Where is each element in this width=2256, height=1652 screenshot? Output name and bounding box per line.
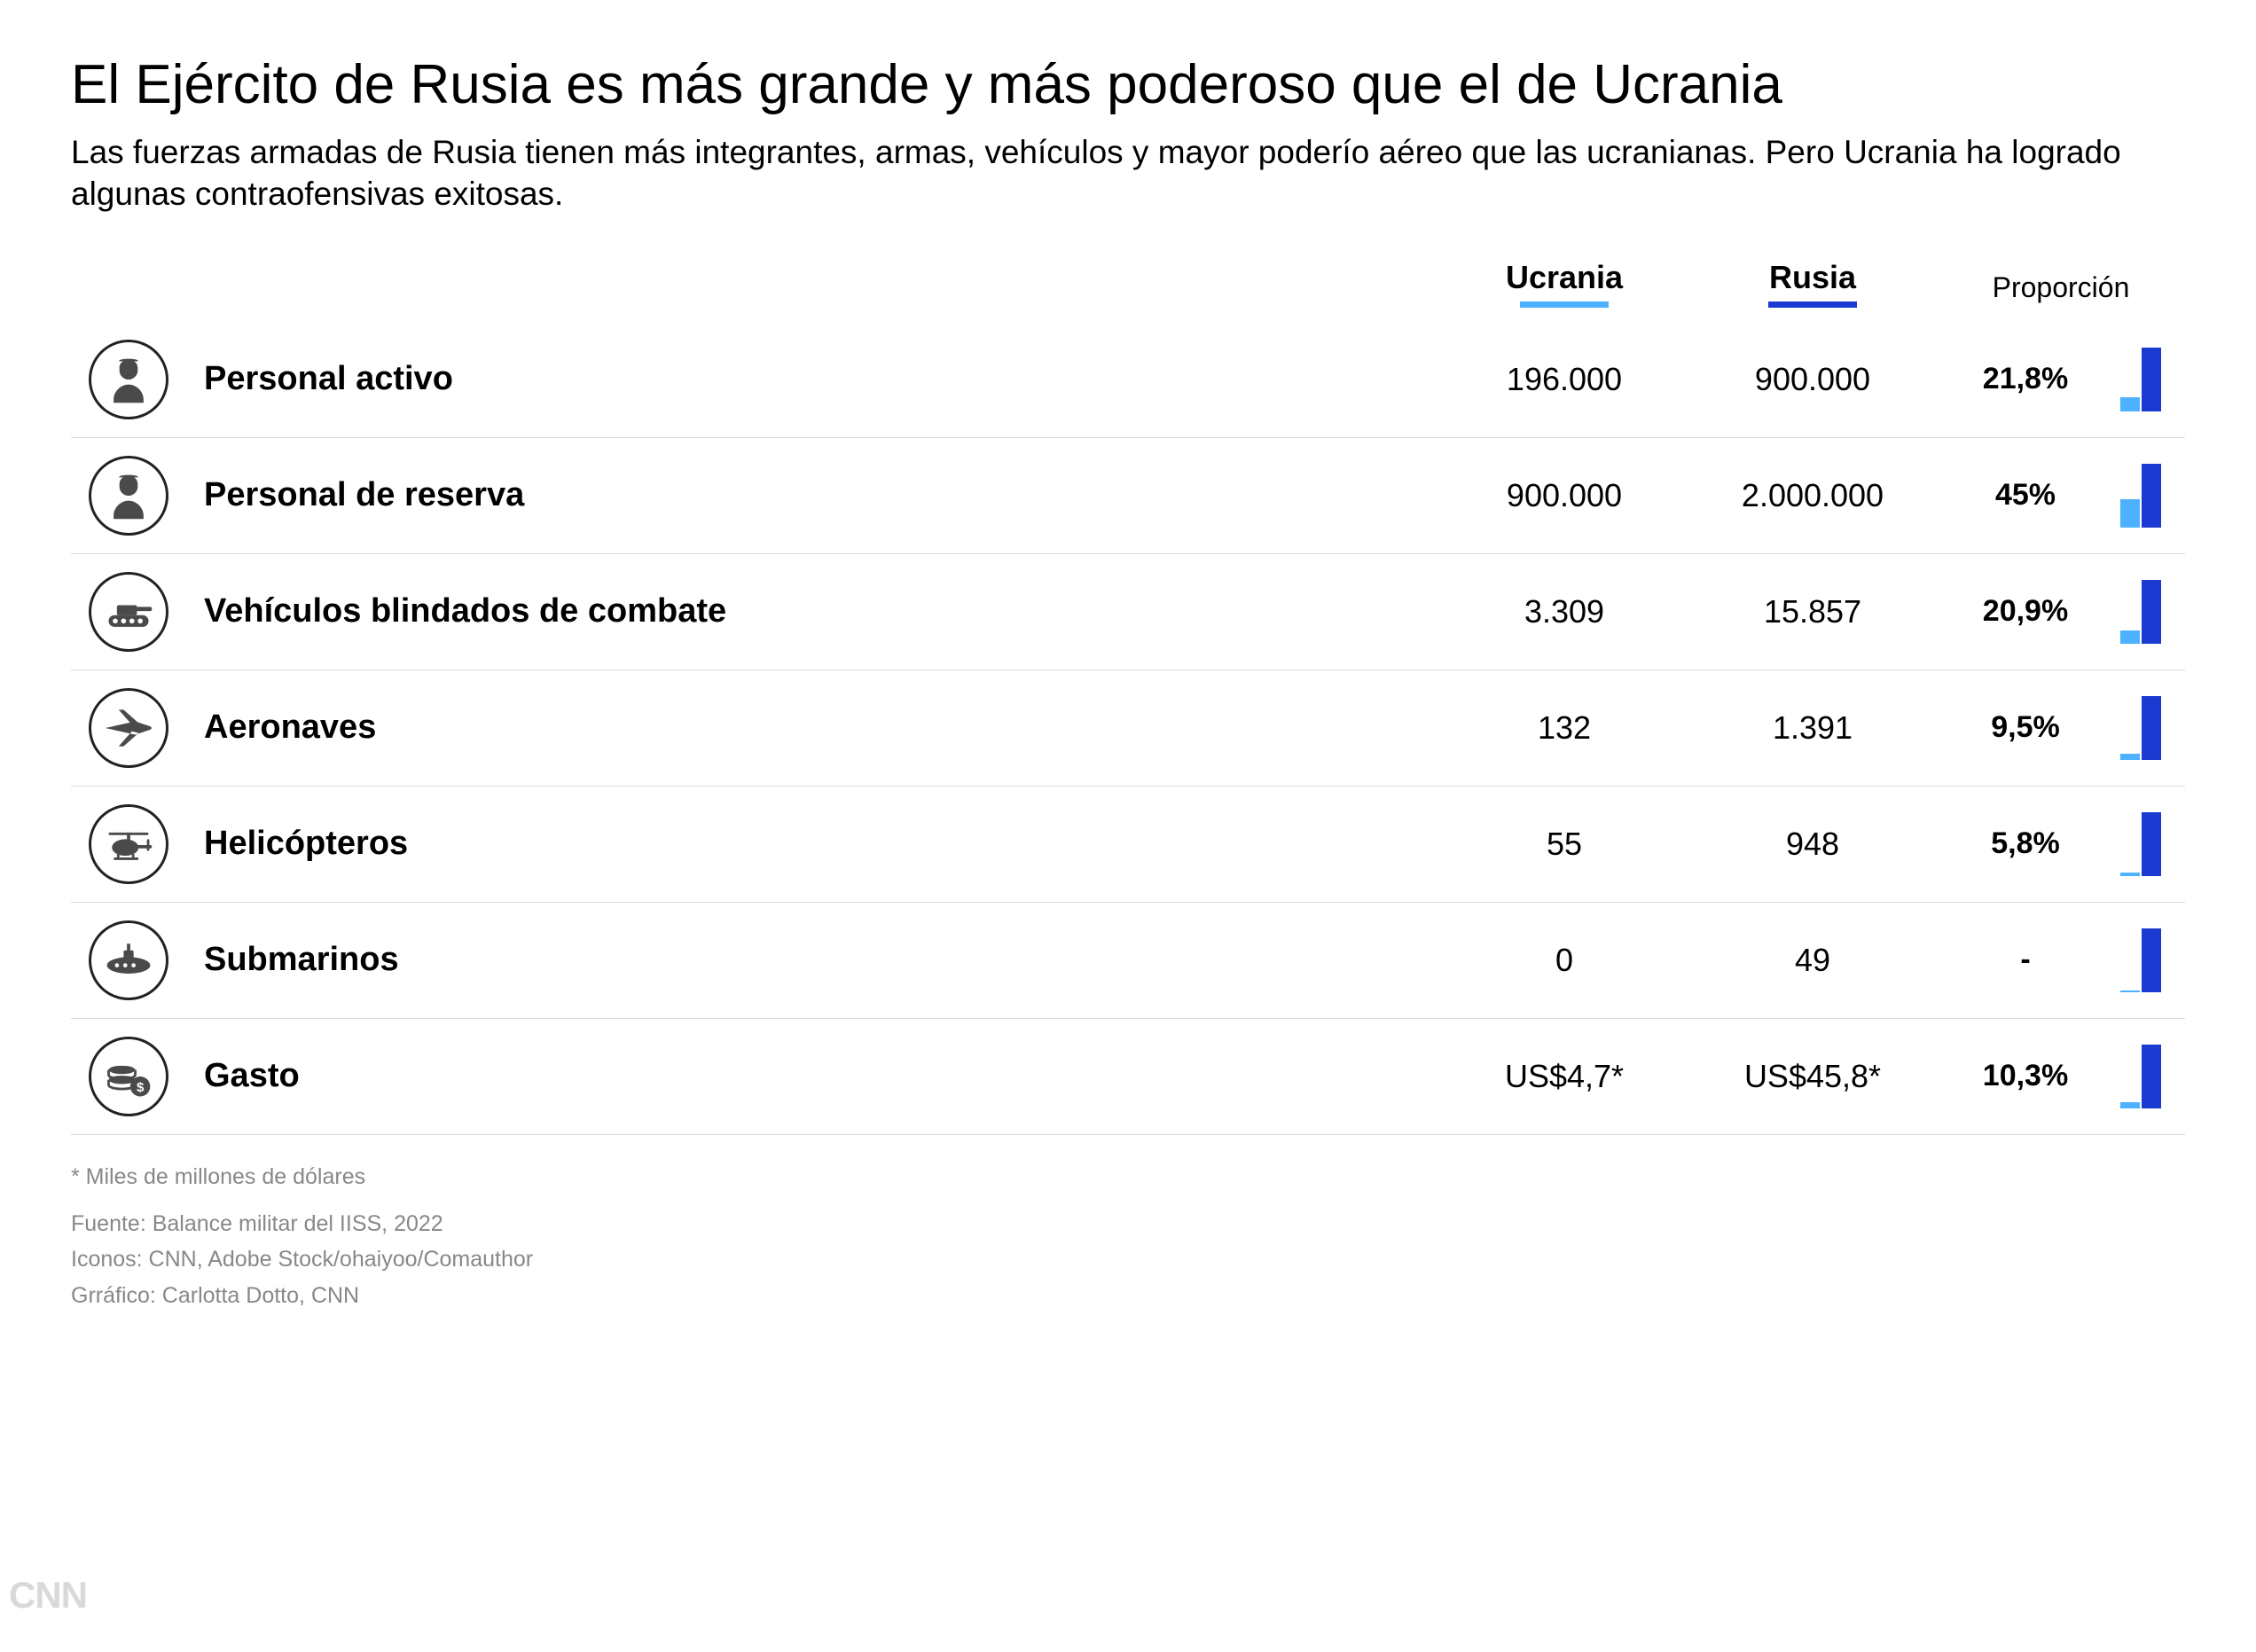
- ukraine-bar: [2120, 1102, 2140, 1108]
- column-header-russia: Rusia: [1688, 259, 1937, 308]
- proportion-value: -: [1946, 943, 2105, 977]
- table-row: Gasto US$4,7* US$45,8* 10,3%: [71, 1019, 2185, 1135]
- russia-bar: [2142, 348, 2161, 411]
- row-label: Vehículos blindados de combate: [186, 592, 1440, 630]
- table-row: Submarinos 0 49 -: [71, 903, 2185, 1019]
- table-row: Aeronaves 132 1.391 9,5%: [71, 670, 2185, 787]
- ukraine-value: 3.309: [1440, 593, 1688, 630]
- ukraine-value: 0: [1440, 942, 1688, 979]
- proportion-value: 5,8%: [1946, 826, 2105, 861]
- russia-value: 900.000: [1688, 361, 1937, 398]
- footnote-source: Fuente: Balance militar del IISS, 2022: [71, 1207, 2185, 1241]
- proportion-bar-chart: [2105, 348, 2176, 411]
- russia-value: 1.391: [1688, 709, 1937, 747]
- tank-icon: [89, 572, 168, 652]
- table-row: Helicópteros 55 948 5,8%: [71, 787, 2185, 903]
- ukraine-value: 900.000: [1440, 477, 1688, 514]
- row-label: Aeronaves: [186, 709, 1440, 747]
- proportion-bar-chart: [2105, 812, 2176, 876]
- russia-bar: [2142, 464, 2161, 528]
- chart-title: El Ejército de Rusia es más grande y más…: [71, 53, 2185, 116]
- comparison-table: Ucrania Rusia Proporción Personal activo…: [71, 250, 2185, 1135]
- row-label: Helicópteros: [186, 825, 1440, 863]
- proportion-bar-chart: [2105, 464, 2176, 528]
- ukraine-bar: [2120, 630, 2140, 644]
- column-header-ukraine: Ucrania: [1440, 259, 1688, 308]
- russia-bar: [2142, 580, 2161, 644]
- russia-value: US$45,8*: [1688, 1058, 1937, 1095]
- russia-bar: [2142, 1045, 2161, 1108]
- table-row: Vehículos blindados de combate 3.309 15.…: [71, 554, 2185, 670]
- proportion-bar-chart: [2105, 580, 2176, 644]
- soldier-icon: [89, 456, 168, 536]
- ukraine-underline: [1520, 301, 1609, 308]
- submarine-icon: [89, 920, 168, 1000]
- table-row: Personal activo 196.000 900.000 21,8%: [71, 322, 2185, 438]
- jet-icon: [89, 688, 168, 768]
- footnote-icons: Iconos: CNN, Adobe Stock/ohaiyoo/Comauth…: [71, 1242, 2185, 1277]
- ukraine-bar: [2120, 499, 2140, 528]
- proportion-bar-chart: [2105, 1045, 2176, 1108]
- russia-bar: [2142, 696, 2161, 760]
- footnote-graphic: Grráfico: Carlotta Dotto, CNN: [71, 1279, 2185, 1313]
- russia-value: 2.000.000: [1688, 477, 1937, 514]
- russia-value: 948: [1688, 826, 1937, 863]
- column-header-proportion: Proporción: [1937, 271, 2185, 308]
- russia-value: 49: [1688, 942, 1937, 979]
- ukraine-bar: [2120, 754, 2140, 760]
- proportion-bar-chart: [2105, 928, 2176, 992]
- ukraine-value: 55: [1440, 826, 1688, 863]
- proportion-value: 9,5%: [1946, 710, 2105, 745]
- cnn-logo: CNN: [9, 1574, 87, 1617]
- ukraine-value: 196.000: [1440, 361, 1688, 398]
- row-label: Gasto: [186, 1057, 1440, 1095]
- helicopter-icon: [89, 804, 168, 884]
- row-label: Personal de reserva: [186, 476, 1440, 514]
- table-row: Personal de reserva 900.000 2.000.000 45…: [71, 438, 2185, 554]
- footnotes: * Miles de millones de dólares Fuente: B…: [71, 1160, 2185, 1313]
- proportion-value: 10,3%: [1946, 1059, 2105, 1093]
- ukraine-bar: [2120, 873, 2140, 876]
- ukraine-value: US$4,7*: [1440, 1058, 1688, 1095]
- coins-icon: [89, 1037, 168, 1116]
- ukraine-value: 132: [1440, 709, 1688, 747]
- footnote-asterisk: * Miles de millones de dólares: [71, 1160, 2185, 1194]
- proportion-bar-chart: [2105, 696, 2176, 760]
- table-header-row: Ucrania Rusia Proporción: [71, 250, 2185, 322]
- proportion-value: 20,9%: [1946, 594, 2105, 629]
- russia-value: 15.857: [1688, 593, 1937, 630]
- proportion-value: 21,8%: [1946, 362, 2105, 396]
- soldier-icon: [89, 340, 168, 419]
- row-label: Personal activo: [186, 360, 1440, 398]
- chart-subtitle: Las fuerzas armadas de Rusia tienen más …: [71, 132, 2185, 215]
- russia-bar: [2142, 812, 2161, 876]
- ukraine-bar: [2120, 397, 2140, 411]
- row-label: Submarinos: [186, 941, 1440, 979]
- russia-bar: [2142, 928, 2161, 992]
- proportion-value: 45%: [1946, 478, 2105, 513]
- russia-underline: [1768, 301, 1857, 308]
- ukraine-bar: [2120, 990, 2140, 992]
